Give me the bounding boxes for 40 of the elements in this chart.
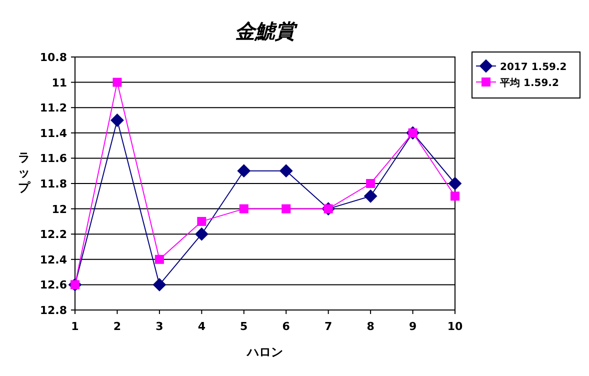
point [282, 204, 291, 214]
y-tick-label: 12 [52, 202, 67, 216]
x-tick-label: 1 [71, 320, 79, 333]
x-tick-label: 10 [447, 320, 463, 333]
x-tick-label: 6 [282, 320, 290, 333]
x-tick-label: 9 [408, 320, 417, 333]
point [195, 228, 208, 241]
x-tick-label: 5 [240, 320, 248, 333]
x-tick-label: 3 [156, 320, 164, 333]
y-tick-label: 11.8 [40, 178, 67, 190]
x-tick-label: 4 [198, 320, 206, 333]
point [239, 204, 248, 214]
point [364, 190, 378, 203]
y-tick-label: 12.6 [40, 278, 68, 292]
x-tick-label: 8 [366, 320, 374, 333]
point [112, 78, 122, 87]
legend-label: 平均 1.59.2 [499, 77, 559, 89]
legend-label: 2017 1.59.2 [500, 62, 567, 73]
y-tick-label: 11.4 [40, 126, 68, 140]
y-tick-label: 12.4 [40, 253, 68, 266]
point [448, 177, 462, 190]
y-tick-label: 12.8 [40, 304, 67, 317]
point [280, 164, 293, 178]
point [450, 192, 460, 201]
x-tick-label: 7 [324, 320, 332, 333]
x-axis-title: ハロン [246, 345, 283, 359]
point [152, 278, 166, 292]
y-tick-label: 10.8 [40, 51, 67, 64]
y-tick-label: 11.6 [40, 152, 68, 166]
chart-title: 金鯱賞 [235, 19, 298, 43]
point [110, 114, 124, 127]
y-tick-label: 12.2 [40, 228, 67, 242]
point [237, 164, 250, 178]
y-tick-label: 11 [52, 76, 67, 90]
y-axis-title: ラップ [18, 150, 31, 194]
x-tick-label: 2 [113, 320, 122, 333]
point [154, 254, 164, 264]
point [366, 179, 376, 188]
y-tick-label: 11.2 [40, 102, 67, 115]
point [197, 216, 206, 226]
